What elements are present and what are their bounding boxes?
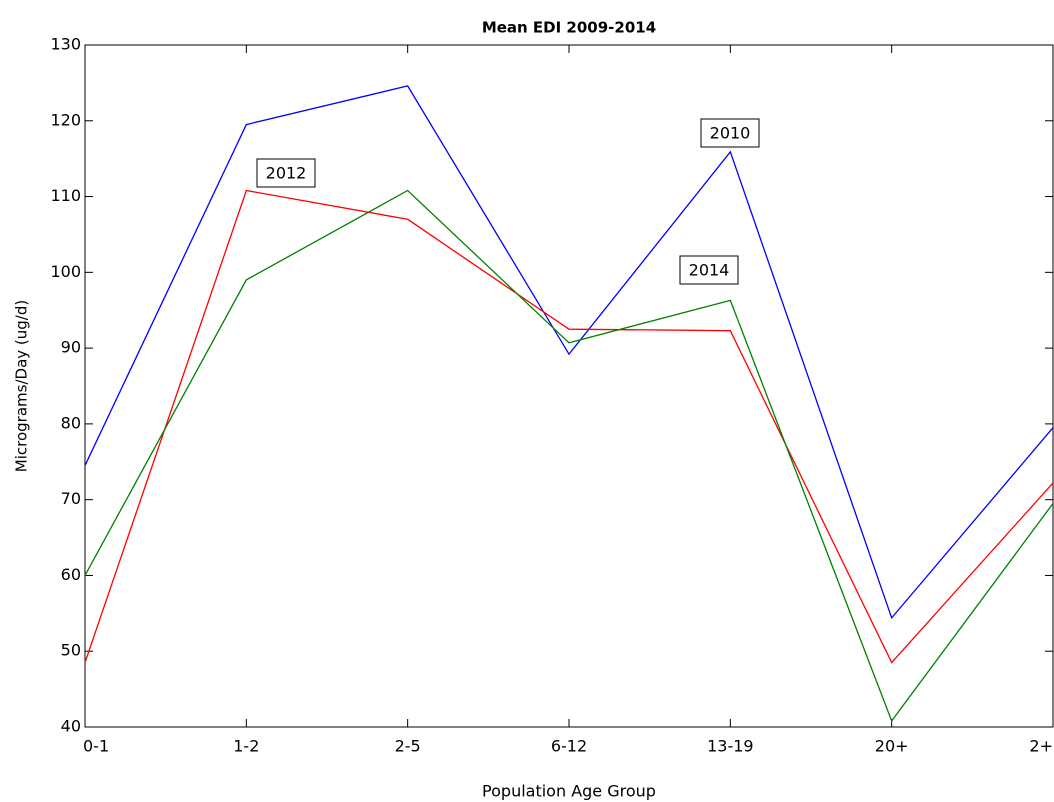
x-tick-label: 2+ bbox=[1029, 737, 1053, 756]
y-tick-label: 130 bbox=[50, 35, 81, 54]
y-tick-label: 70 bbox=[61, 489, 81, 508]
chart-title: Mean EDI 2009-2014 bbox=[482, 19, 656, 37]
series-line bbox=[84, 189, 1054, 664]
annotation-box bbox=[679, 255, 739, 285]
y-tick-label: 60 bbox=[61, 565, 81, 584]
x-tick-label: 1-2 bbox=[233, 737, 259, 756]
series-line bbox=[84, 189, 1054, 723]
y-tick-label: 120 bbox=[50, 110, 81, 129]
y-tick-label: 40 bbox=[61, 717, 81, 736]
x-tick-label: 6-12 bbox=[551, 737, 587, 756]
x-tick-label: 13-19 bbox=[707, 737, 754, 756]
x-tick-label: 20+ bbox=[875, 737, 909, 756]
y-tick-label: 90 bbox=[61, 338, 81, 357]
y-axis-label: Micrograms/Day (ug/d) bbox=[13, 300, 31, 472]
series-line bbox=[84, 85, 1054, 620]
y-tick-label: 50 bbox=[61, 641, 81, 660]
series-annotation: 2012 bbox=[266, 164, 307, 183]
plot-frame bbox=[84, 44, 1054, 728]
series-annotation: 2010 bbox=[710, 124, 751, 143]
x-tick-label: 2-5 bbox=[395, 737, 421, 756]
y-tick-label: 110 bbox=[50, 186, 81, 205]
x-tick-label: 0-1 bbox=[83, 737, 109, 756]
y-tick-label: 80 bbox=[61, 413, 81, 432]
y-tick-label: 100 bbox=[50, 262, 81, 281]
annotation-box bbox=[700, 118, 760, 148]
series-annotation: 2014 bbox=[689, 261, 730, 280]
x-axis-label: Population Age Group bbox=[482, 782, 656, 801]
annotation-box bbox=[256, 158, 316, 188]
